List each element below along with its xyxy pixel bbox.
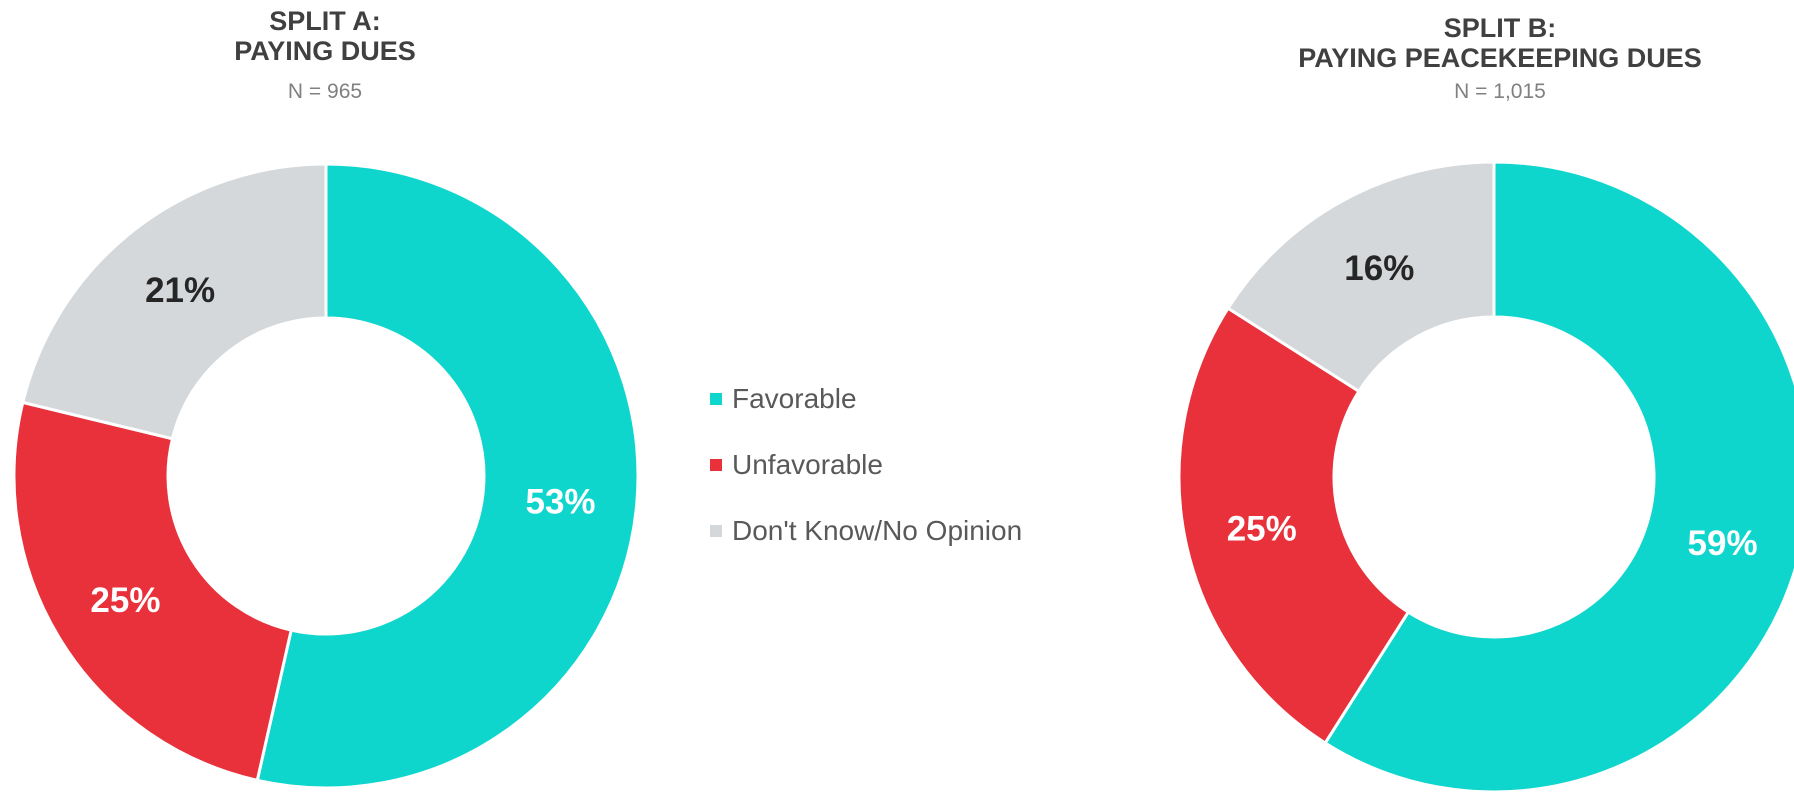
- donut-a-slice-favorable: [255, 162, 640, 790]
- legend-label-unfavorable: Unfavorable: [732, 448, 883, 480]
- chart-a-title: SPLIT A: PAYING DUES: [175, 6, 475, 66]
- chart-b-title-line-1: SPLIT B:: [1443, 13, 1557, 43]
- chart-a-title-line-2: PAYING DUES: [234, 36, 416, 66]
- chart-b-title-line-2: PAYING PEACEKEEPING DUES: [1298, 43, 1702, 73]
- donut-a-label-dont-know: 21%: [145, 271, 215, 310]
- legend-swatch-unfavorable: [710, 458, 722, 471]
- donut-b-label-unfavorable: 25%: [1227, 509, 1297, 548]
- chart-b-subtitle: N = 1,015: [1454, 80, 1546, 103]
- legend-item-dont-know: Don't Know/No Opinion: [710, 514, 1022, 547]
- legend-item-unfavorable: Unfavorable: [710, 448, 1022, 481]
- legend-item-favorable: Favorable: [710, 382, 1022, 415]
- donut-a-slice-dont-know: [20, 162, 328, 441]
- legend-label-favorable: Favorable: [732, 382, 857, 414]
- legend: Favorable Unfavorable Don't Know/No Opin…: [710, 382, 1022, 580]
- legend-label-dont-know: Don't Know/No Opinion: [732, 514, 1023, 546]
- legend-swatch-favorable: [710, 392, 722, 405]
- chart-a-subtitle: N = 965: [287, 80, 363, 103]
- chart-b-title: SPLIT B: PAYING PEACEKEEPING DUES: [1230, 13, 1770, 73]
- chart-a-title-line-1: SPLIT A:: [269, 6, 381, 36]
- donut-b-label-dont-know: 16%: [1344, 249, 1414, 288]
- donut-b-label-favorable: 59%: [1688, 524, 1758, 563]
- donut-b-slice-unfavorable: [1177, 306, 1411, 746]
- donut-b-slice-dont-know: [1225, 160, 1496, 394]
- donut-b-slice-favorable: [1323, 160, 1794, 794]
- donut-a-slice-unfavorable: [12, 400, 293, 783]
- donut-a-label-favorable: 53%: [526, 483, 596, 522]
- legend-swatch-dont-know: [710, 524, 722, 537]
- donut-a-label-unfavorable: 25%: [90, 581, 160, 620]
